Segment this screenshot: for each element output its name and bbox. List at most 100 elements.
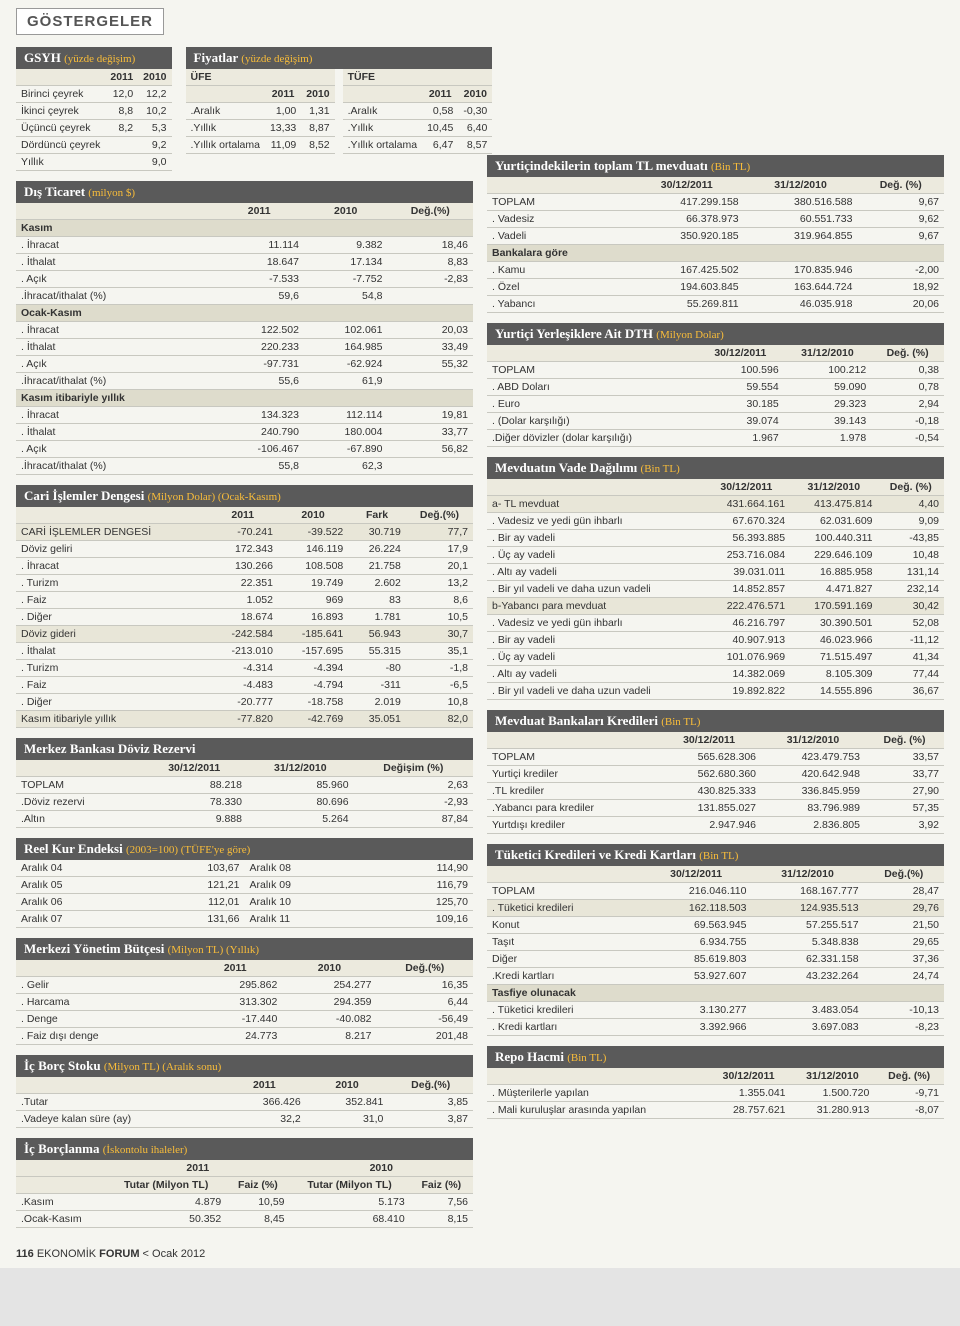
icborc-block: İç Borç Stoku (Milyon TL) (Aralık sonu) … (16, 1055, 473, 1128)
title-text: Mevduat Bankaları Kredileri (495, 713, 658, 728)
title-sub: (Bin TL) (711, 161, 750, 173)
table-row: Birinci çeyrek12,012,2 (16, 86, 172, 103)
table-row: CARİ İŞLEMLER DENGESİ-70.241-39.52230.71… (16, 524, 473, 541)
table-row: . İthalat240.790180.00433,77 (16, 424, 473, 441)
table-row: . Tüketici kredileri162.118.503124.935.5… (487, 900, 944, 917)
table-row: Ocak-Kasım (16, 305, 473, 322)
table-row: TOPLAM417.299.158380.516.5889,67 (487, 194, 944, 211)
table-row: . Denge-17.440-40.082-56,49 (16, 1011, 473, 1028)
table-row: . Faiz dışı denge24.7738.217201,48 (16, 1028, 473, 1045)
table-row: Diğer85.619.80362.331.15837,36 (487, 951, 944, 968)
reelkur-title: Reel Kur Endeksi (2003=100) (TÜFE'ye gör… (16, 838, 473, 860)
table-row: . Bir ay vadeli56.393.885100.440.311-43,… (487, 530, 944, 547)
table-row: . Kamu167.425.502170.835.946-2,00 (487, 262, 944, 279)
tuketici-title: Tüketici Kredileri ve Kredi Kartları (Bi… (487, 844, 944, 866)
table-row: Bankalara göre (487, 245, 944, 262)
icborc-table: 20112010Değ.(%).Tutar366.426352.8413,85.… (16, 1077, 473, 1128)
table-row: . Faiz-4.483-4.794-311-6,5 (16, 677, 473, 694)
table-row: TOPLAM100.596100.2120,38 (487, 362, 944, 379)
table-row: Taşıt6.934.7555.348.83829,65 (487, 934, 944, 951)
table-row: .Vadeye kalan süre (ay)32,231,03,87 (16, 1111, 473, 1128)
table-row: Döviz gideri-242.584-185.64156.94330,7 (16, 626, 473, 643)
icborclanma-table: 20112010Tutar (Milyon TL)Faiz (%)Tutar (… (16, 1160, 473, 1228)
kredi-title: Mevduat Bankaları Kredileri (Bin TL) (487, 710, 944, 732)
title-sub: (yüzde değişim) (64, 53, 135, 65)
table-row: Aralık 07131,66Aralık 11109,16 (16, 911, 473, 928)
table-row: . İhracat130.266108.50821.75820,1 (16, 558, 473, 575)
table-row: . Üç ay vadeli101.076.96971.515.49741,34 (487, 649, 944, 666)
repo-block: Repo Hacmi (Bin TL) 30/12/201131/12/2010… (487, 1046, 944, 1119)
table-row: . İhracat11.1149.38218,46 (16, 237, 473, 254)
table-row: .Kredi kartları53.927.60743.232.26424,74 (487, 968, 944, 985)
gsyh-title: GSYH (yüzde değişim) (16, 47, 172, 69)
table-row: Kasım (16, 220, 473, 237)
table-row: . Diğer18.67416.8931.78110,5 (16, 609, 473, 626)
title-text: İç Borçlanma (24, 1141, 99, 1156)
tuketici-table: 30/12/201131/12/2010Değ.(%)TOPLAM216.046… (487, 866, 944, 1036)
table-row: . Bir yıl vadeli ve daha uzun vadeli19.8… (487, 683, 944, 700)
table-row: TOPLAM88.21885.9602,63 (16, 777, 473, 794)
table-row: Yıllık9,0 (16, 154, 172, 171)
kredi-table: 30/12/201131/12/2010Değ. (%)TOPLAM565.62… (487, 732, 944, 834)
title-text: Repo Hacmi (495, 1049, 564, 1064)
title-sub: (Milyon TL) (Aralık sonu) (104, 1061, 221, 1073)
table-row: .İhracat/ithalat (%)55,862,3 (16, 458, 473, 475)
table-row: . İthalat-213.010-157.69555.31535,1 (16, 643, 473, 660)
table-row: Yurtiçi krediler562.680.360420.642.94833… (487, 766, 944, 783)
table-row: . Açık-97.731-62.92455,32 (16, 356, 473, 373)
vade-title: Mevduatın Vade Dağılımı (Bin TL) (487, 457, 944, 479)
title-text: Yurtiçindekilerin toplam TL mevduatı (495, 158, 708, 173)
table-row: Aralık 06112,01Aralık 10125,70 (16, 894, 473, 911)
table-row: . İhracat134.323112.11419,81 (16, 407, 473, 424)
table-row: . Vadesiz ve yedi gün ihbarlı67.670.3246… (487, 513, 944, 530)
table-row: . İthalat18.64717.1348,83 (16, 254, 473, 271)
table-row: . Vadesiz66.378.97360.551.7339,62 (487, 211, 944, 228)
title-sub: (milyon $) (88, 187, 135, 199)
table-row: TOPLAM565.628.306423.479.75333,57 (487, 749, 944, 766)
dth-block: Yurtiçi Yerleşiklere Ait DTH (Milyon Dol… (487, 323, 944, 447)
title-sub: (yüzde değişim) (241, 53, 312, 65)
footer-pub-bold: FORUM (99, 1248, 139, 1260)
repo-table: 30/12/201131/12/2010Değ. (%). Müşteriler… (487, 1068, 944, 1119)
dis-ticaret-title: Dış Ticaret (milyon $) (16, 181, 473, 203)
icborc-title: İç Borç Stoku (Milyon TL) (Aralık sonu) (16, 1055, 473, 1077)
table-row: . Mali kuruluşlar arasında yapılan28.757… (487, 1102, 944, 1119)
table-row: Döviz geliri172.343146.11926.22417,9 (16, 541, 473, 558)
table-row: . Gelir295.862254.27716,35 (16, 977, 473, 994)
dis-ticaret-table: 20112010Değ.(%)Kasım. İhracat11.1149.382… (16, 203, 473, 475)
title-sub: (Bin TL) (699, 850, 738, 862)
title-sub: (Bin TL) (567, 1052, 606, 1064)
tuketici-block: Tüketici Kredileri ve Kredi Kartları (Bi… (487, 844, 944, 1036)
table-row: . Diğer-20.777-18.7582.01910,8 (16, 694, 473, 711)
title-sub: (Milyon Dolar) (Ocak-Kasım) (148, 491, 281, 503)
title-sub: (İskontolu ihaleler) (103, 1144, 188, 1156)
dth-title: Yurtiçi Yerleşiklere Ait DTH (Milyon Dol… (487, 323, 944, 345)
table-row: . Bir ay vadeli40.907.91346.023.966-11,1… (487, 632, 944, 649)
table-row: .Tutar366.426352.8413,85 (16, 1094, 473, 1111)
table-row: .İhracat/ithalat (%)59,654,8 (16, 288, 473, 305)
butce-title: Merkezi Yönetim Bütçesi (Milyon TL) (Yıl… (16, 938, 473, 960)
reelkur-table: Aralık 04103,67Aralık 08114,90Aralık 051… (16, 860, 473, 928)
vade-table: 30/12/201131/12/2010Değ. (%)a- TL mevdua… (487, 479, 944, 700)
table-row: Aralık 05121,21Aralık 09116,79 (16, 877, 473, 894)
footer-page: 116 (16, 1248, 34, 1260)
table-row: . Euro30.18529.3232,94 (487, 396, 944, 413)
gsyh-table: 20112010Birinci çeyrek12,012,2İkinci çey… (16, 69, 172, 171)
table-row: . Özel194.603.845163.644.72418,92 (487, 279, 944, 296)
table-row: . Müşterilerle yapılan1.355.0411.500.720… (487, 1085, 944, 1102)
cari-title: Cari İşlemler Dengesi (Milyon Dolar) (Oc… (16, 485, 473, 507)
table-row: Kasım itibariyle yıllık (16, 390, 473, 407)
fiyatlar-block: Fiyatlar (yüzde değişim) ÜFE20112010.Ara… (186, 47, 493, 154)
table-row: İkinci çeyrek8,810,2 (16, 103, 172, 120)
table-row: . Tüketici kredileri3.130.2773.483.054-1… (487, 1002, 944, 1019)
title-text: Reel Kur Endeksi (24, 841, 123, 856)
title-sub: (Bin TL) (641, 463, 680, 475)
table-row: .Altın9.8885.26487,84 (16, 811, 473, 828)
table-row: TOPLAM216.046.110168.167.77728,47 (487, 883, 944, 900)
dis-ticaret-block: Dış Ticaret (milyon $) 20112010Değ.(%)Ka… (16, 181, 473, 475)
table-row: . Yabancı55.269.81146.035.91820,06 (487, 296, 944, 313)
table-row: . (Dolar karşılığı)39.07439.143-0,18 (487, 413, 944, 430)
table-row: . Altı ay vadeli14.382.0698.105.30977,44 (487, 666, 944, 683)
table-row: Kasım itibariyle yıllık-77.820-42.76935.… (16, 711, 473, 728)
title-text: Merkezi Yönetim Bütçesi (24, 941, 164, 956)
